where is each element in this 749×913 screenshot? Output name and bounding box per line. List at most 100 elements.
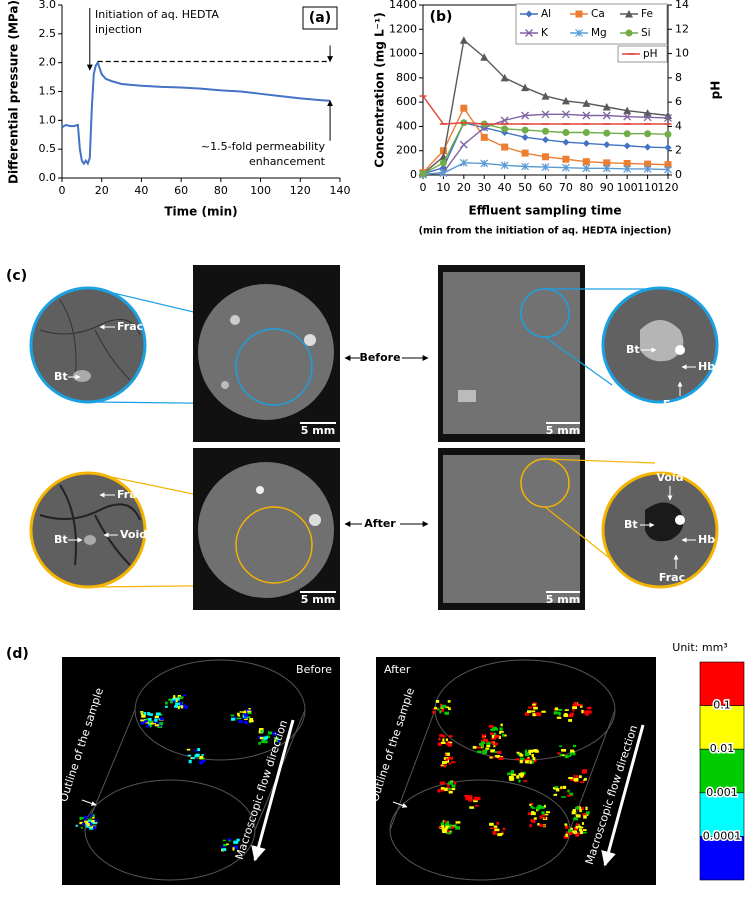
void-voxel [192,757,195,760]
void-voxel [573,702,578,706]
ct-sample [443,272,580,434]
void-voxel [543,816,547,820]
void-voxel [145,718,149,722]
data-point [521,126,529,134]
feature-label: Frac [117,320,143,333]
data-point [542,153,549,161]
void-voxel [173,695,176,699]
void-voxel [573,832,578,835]
void-voxel [493,745,496,748]
void-voxel [440,789,446,792]
void-voxel [179,705,182,708]
data-point [480,53,489,61]
void-voxel [445,742,450,745]
void-voxel [154,715,159,719]
void-voxel [232,847,235,851]
y-tick-label: 2.0 [39,56,57,69]
void-voxel [583,815,587,819]
mineral [256,486,264,494]
void-voxel [583,779,586,781]
void-voxel [140,712,143,715]
void-voxel [260,730,263,733]
void-voxel [498,735,501,739]
void-voxel [553,788,557,790]
void-voxel [533,817,537,820]
void-voxel [531,760,535,764]
void-voxel [533,759,537,763]
void-voxel [450,761,456,763]
void-voxel [448,741,453,744]
void-voxel [567,829,572,833]
void-voxel [539,824,545,827]
void-voxel [79,816,82,820]
void-voxel [553,711,558,715]
void-voxel [583,829,587,832]
feature-label: Bt [624,518,638,531]
data-point [459,158,468,167]
void-voxel [442,761,447,764]
void-voxel [259,736,264,740]
void-voxel [154,724,160,727]
void-voxel [536,806,541,809]
x-tick-label: 50 [518,181,532,194]
void-voxel [159,717,164,721]
void-voxel [518,773,521,776]
void-voxel [507,772,512,776]
void-voxel [165,701,168,705]
void-voxel [233,840,239,844]
void-voxel [555,788,560,792]
void-voxel [273,739,277,742]
data-point [643,113,652,122]
void-voxel [194,754,199,758]
void-voxel [447,700,451,703]
void-voxel [171,700,176,703]
void-voxel [569,777,574,781]
ct-sample [198,462,334,598]
data-point [664,113,672,122]
void-voxel [79,821,84,825]
void-voxel [499,730,504,733]
void-voxel [271,731,276,735]
void-voxel [532,703,536,706]
data-point [664,130,672,138]
void-voxel [572,744,577,748]
void-voxel [516,751,520,754]
void-voxel [544,813,549,816]
void-voxel [226,843,229,845]
data-point [623,106,632,115]
void-voxel [188,759,192,764]
void-voxel [585,806,588,811]
x-tick-label: 40 [498,181,512,194]
void-voxel [154,718,158,722]
mineral [640,320,684,362]
x-tick-label: 10 [436,181,450,194]
void-voxel [582,769,586,773]
data-point [480,159,489,168]
void-voxel [557,708,563,711]
void-voxel [222,848,227,851]
void-voxel [563,713,569,717]
x-tick-label: 40 [134,184,148,197]
legend-box [617,45,668,63]
void-voxel [532,705,537,708]
mineral [675,515,685,525]
data-point [643,165,652,173]
void-voxel [443,764,447,768]
data-point [603,129,611,137]
series-line [61,60,331,166]
void-voxel [233,716,237,720]
data-point [602,111,611,120]
y-axis-label: Differential pressure (MPa) [7,0,21,184]
mineral [221,381,229,389]
ct-sample [443,455,580,603]
void-voxel [451,784,456,788]
void-voxel [582,813,587,817]
void-voxel [583,831,587,834]
void-voxel [503,734,507,737]
void-voxel [500,832,504,835]
void-voxel [488,725,494,728]
void-voxel [438,737,441,741]
legend-marker [525,29,533,37]
void-voxel [571,811,576,815]
void-voxel [193,749,199,752]
